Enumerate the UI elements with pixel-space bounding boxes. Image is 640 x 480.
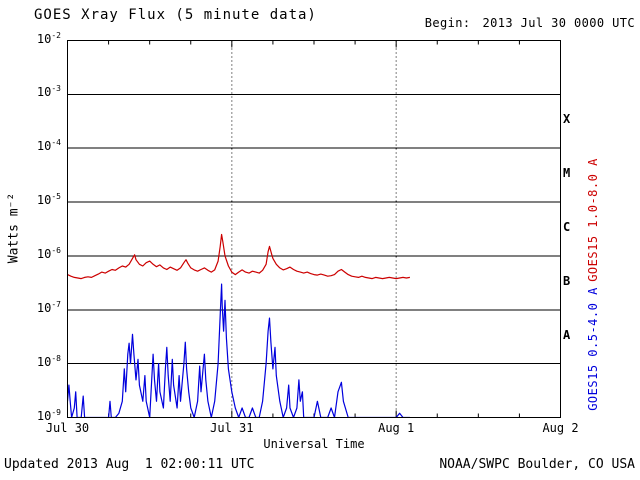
y-tick-label: 10-6 — [36, 245, 61, 261]
xray-short-series-line — [67, 283, 410, 418]
begin-timestamp: Begin: 2013 Jul 30 0000 UTC — [425, 16, 635, 30]
y-tick-label: 10-7 — [36, 299, 61, 315]
flare-class-label-x: X — [563, 112, 571, 127]
y-tick-label: 10-5 — [36, 192, 61, 208]
x-tick-label: Jul 31 — [210, 421, 254, 435]
y-tick-label: 10-4 — [36, 138, 61, 154]
y-axis-label: Watts m⁻² — [6, 192, 22, 264]
begin-label: Begin: — [424, 16, 471, 30]
x-tick-label: Aug 1 — [378, 421, 415, 435]
credit-text: NOAA/SWPC Boulder, CO USA — [439, 457, 635, 472]
y-tick-label: 10-3 — [36, 84, 61, 100]
x-axis-label: Universal Time — [263, 437, 365, 451]
xray-long-series-line — [67, 233, 411, 280]
x-tick-label: Jul 30 — [45, 421, 90, 435]
y-tick-label: 10-9 — [36, 407, 61, 423]
flare-class-label-m: M — [563, 166, 571, 181]
x-tick-label: Aug 2 — [542, 421, 579, 435]
flare-class-label-b: B — [563, 273, 571, 288]
flare-class-label-c: C — [563, 220, 571, 234]
series-label-short-wavelength: GOES15 0.5-4.0 A — [586, 287, 600, 411]
begin-value: 2013 Jul 30 0000 UTC — [482, 16, 635, 30]
updated-timestamp: Updated 2013 Aug 1 02:00:11 UTC — [4, 457, 255, 472]
y-tick-label: 10-8 — [36, 353, 61, 369]
plot-frame — [67, 40, 561, 418]
flare-class-label-a: A — [563, 327, 571, 342]
series-label-long-wavelength: GOES15 1.0-8.0 A — [586, 158, 600, 282]
y-tick-label: 10-2 — [36, 30, 61, 46]
chart-title: GOES Xray Flux (5 minute data) — [34, 7, 317, 23]
